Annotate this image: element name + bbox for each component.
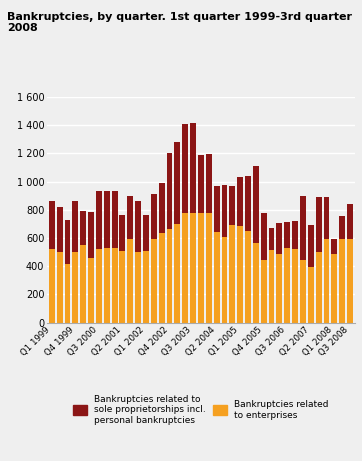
Bar: [190, 213, 196, 323]
Bar: [151, 194, 157, 239]
Bar: [324, 197, 329, 239]
Bar: [151, 239, 157, 323]
Bar: [127, 239, 133, 323]
Bar: [159, 233, 165, 323]
Bar: [300, 260, 306, 323]
Bar: [80, 211, 86, 245]
Bar: [245, 231, 251, 323]
Bar: [206, 154, 212, 213]
Bar: [347, 239, 353, 323]
Bar: [316, 252, 321, 323]
Bar: [308, 267, 314, 323]
Bar: [135, 252, 141, 323]
Bar: [198, 213, 204, 323]
Bar: [308, 225, 314, 267]
Bar: [182, 213, 188, 323]
Bar: [237, 177, 243, 226]
Bar: [198, 155, 204, 213]
Bar: [57, 252, 63, 323]
Bar: [127, 195, 133, 239]
Bar: [214, 232, 219, 323]
Bar: [167, 153, 172, 229]
Bar: [88, 259, 94, 323]
Bar: [300, 196, 306, 260]
Bar: [292, 221, 298, 248]
Bar: [222, 185, 227, 237]
Bar: [253, 166, 259, 243]
Bar: [80, 245, 86, 323]
Bar: [214, 186, 219, 232]
Bar: [339, 216, 345, 239]
Text: Bankruptcies, by quarter. 1st quarter 1999-3rd quarter
2008: Bankruptcies, by quarter. 1st quarter 19…: [7, 12, 352, 33]
Bar: [72, 252, 78, 323]
Bar: [253, 243, 259, 323]
Bar: [49, 201, 55, 248]
Bar: [143, 251, 149, 323]
Bar: [88, 212, 94, 259]
Bar: [96, 191, 102, 249]
Bar: [64, 264, 71, 323]
Bar: [143, 215, 149, 251]
Bar: [57, 207, 63, 252]
Bar: [331, 254, 337, 323]
Bar: [269, 228, 274, 250]
Bar: [72, 201, 78, 252]
Legend: Bankruptcies related to
sole proprietorships incl.
personal bankruptcies, Bankru: Bankruptcies related to sole proprietors…: [73, 395, 328, 425]
Bar: [245, 176, 251, 231]
Bar: [167, 229, 172, 323]
Bar: [237, 226, 243, 323]
Bar: [347, 204, 353, 239]
Bar: [49, 248, 55, 323]
Bar: [182, 124, 188, 213]
Bar: [159, 183, 165, 233]
Bar: [292, 248, 298, 323]
Bar: [104, 248, 110, 323]
Bar: [277, 223, 282, 254]
Bar: [230, 186, 235, 225]
Bar: [206, 213, 212, 323]
Bar: [111, 191, 118, 248]
Bar: [284, 222, 290, 248]
Bar: [269, 250, 274, 323]
Bar: [316, 197, 321, 252]
Bar: [331, 239, 337, 254]
Bar: [284, 248, 290, 323]
Bar: [261, 213, 267, 260]
Bar: [119, 251, 125, 323]
Bar: [174, 142, 180, 224]
Bar: [104, 191, 110, 248]
Bar: [64, 219, 71, 264]
Bar: [339, 239, 345, 323]
Bar: [230, 225, 235, 323]
Bar: [119, 215, 125, 251]
Bar: [96, 249, 102, 323]
Bar: [261, 260, 267, 323]
Bar: [324, 239, 329, 323]
Bar: [174, 224, 180, 323]
Bar: [190, 123, 196, 213]
Bar: [277, 254, 282, 323]
Bar: [135, 201, 141, 252]
Bar: [222, 237, 227, 323]
Bar: [111, 248, 118, 323]
